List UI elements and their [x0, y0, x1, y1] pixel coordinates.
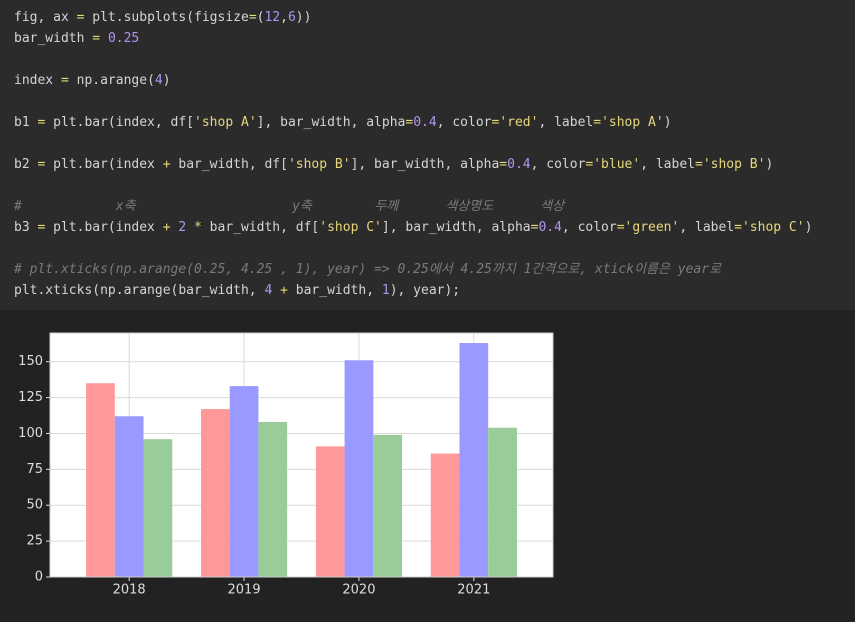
- code-line: b3 = plt.bar(index + 2 * bar_width, df['…: [14, 220, 813, 235]
- code-line: b1 = plt.bar(index, df['shop A'], bar_wi…: [14, 115, 672, 130]
- code-line: b2 = plt.bar(index + bar_width, df['shop…: [14, 157, 774, 172]
- code-line: bar_width = 0.25: [14, 31, 140, 46]
- bar: [373, 434, 403, 577]
- plot-frame: [49, 332, 554, 578]
- chart: 0 25 50 75 100 125 150 2018 2019 2020 2021: [18, 332, 554, 598]
- y-tick-label: 125: [18, 390, 43, 405]
- y-tick-label: 0: [35, 570, 43, 585]
- code-line: plt.xticks(np.arange(bar_width, 4 + bar_…: [14, 283, 461, 298]
- code-line: # plt.xticks(np.arange(0.25, 4.25 , 1), …: [14, 262, 722, 277]
- bar: [200, 409, 230, 577]
- bar: [315, 446, 345, 577]
- x-tick-label: 2019: [228, 583, 261, 598]
- bar: [143, 439, 173, 577]
- y-tick-label: 100: [18, 426, 43, 441]
- code-line: # x축 y축 두께 색상명도 색상: [14, 199, 565, 214]
- code-cell[interactable]: fig, ax = plt.subplots(figsize=(12,6)) ba…: [0, 0, 855, 310]
- y-tick-label: 25: [26, 534, 43, 549]
- bar: [258, 421, 288, 577]
- x-tick-label: 2021: [457, 583, 490, 598]
- y-tick-label: 150: [18, 354, 43, 369]
- code-line: index = np.arange(4): [14, 73, 171, 88]
- bar: [114, 416, 144, 577]
- bar: [488, 427, 517, 577]
- bar: [459, 343, 489, 577]
- y-tick-label: 50: [26, 498, 43, 513]
- code-line: fig, ax = plt.subplots(figsize=(12,6)): [14, 10, 312, 25]
- x-tick-label: 2018: [113, 583, 146, 598]
- x-tick-label: 2020: [342, 583, 375, 598]
- bar: [229, 386, 259, 577]
- bar: [430, 453, 460, 577]
- y-tick-label: 75: [26, 462, 43, 477]
- bar: [86, 383, 115, 577]
- bar: [344, 360, 374, 577]
